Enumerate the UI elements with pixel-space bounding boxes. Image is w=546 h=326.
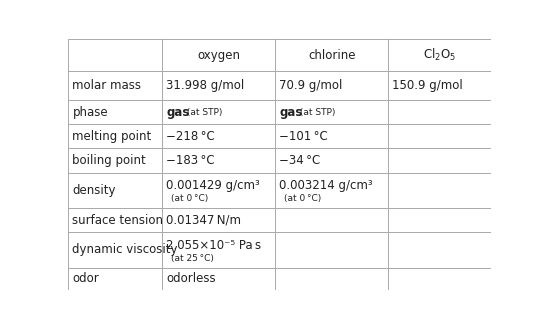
Bar [388, 232, 491, 268]
Text: surface tension: surface tension [73, 214, 163, 227]
Bar [388, 124, 491, 148]
Bar [275, 100, 388, 124]
Bar [68, 148, 162, 172]
Bar [68, 232, 162, 268]
Bar [388, 208, 491, 232]
Bar [388, 268, 491, 290]
Bar [275, 232, 388, 268]
Text: boiling point: boiling point [73, 154, 146, 167]
Bar [275, 208, 388, 232]
Text: 0.001429 g/cm³: 0.001429 g/cm³ [167, 179, 260, 192]
Text: (at 25 °C): (at 25 °C) [171, 254, 213, 263]
Bar [275, 71, 388, 100]
Text: density: density [73, 184, 116, 197]
Text: 2.055×10⁻⁵ Pa s: 2.055×10⁻⁵ Pa s [167, 239, 262, 252]
Bar [162, 124, 275, 148]
Text: molar mass: molar mass [73, 79, 141, 92]
Bar [388, 172, 491, 208]
Text: gas: gas [280, 106, 303, 119]
Bar [68, 71, 162, 100]
Bar [162, 100, 275, 124]
Bar [162, 232, 275, 268]
Bar [162, 148, 275, 172]
Text: −218 °C: −218 °C [167, 130, 215, 143]
Bar [68, 268, 162, 290]
Text: (at 0 °C): (at 0 °C) [283, 194, 321, 203]
Text: melting point: melting point [73, 130, 152, 143]
Bar [275, 268, 388, 290]
Bar [275, 39, 388, 71]
Text: 0.01347 N/m: 0.01347 N/m [167, 214, 241, 227]
Bar [68, 100, 162, 124]
Bar [68, 208, 162, 232]
Bar [68, 39, 162, 71]
Bar [388, 39, 491, 71]
Text: oxygen: oxygen [197, 49, 240, 62]
Bar [388, 71, 491, 100]
Bar [162, 39, 275, 71]
Text: gas: gas [167, 106, 190, 119]
Bar [275, 124, 388, 148]
Text: Cl$_2$O$_5$: Cl$_2$O$_5$ [423, 47, 456, 63]
Bar [162, 208, 275, 232]
Text: (at 0 °C): (at 0 °C) [171, 194, 208, 203]
Bar [162, 268, 275, 290]
Bar [162, 71, 275, 100]
Bar [388, 100, 491, 124]
Bar [68, 124, 162, 148]
Bar [68, 172, 162, 208]
Bar [388, 148, 491, 172]
Text: odorless: odorless [167, 273, 216, 286]
Text: −34 °C: −34 °C [280, 154, 321, 167]
Text: phase: phase [73, 106, 108, 119]
Text: −183 °C: −183 °C [167, 154, 215, 167]
Text: (at STP): (at STP) [297, 108, 336, 117]
Bar [162, 172, 275, 208]
Text: −101 °C: −101 °C [280, 130, 328, 143]
Text: 150.9 g/mol: 150.9 g/mol [393, 79, 463, 92]
Text: chlorine: chlorine [308, 49, 355, 62]
Text: (at STP): (at STP) [184, 108, 223, 117]
Bar [275, 172, 388, 208]
Text: 31.998 g/mol: 31.998 g/mol [167, 79, 245, 92]
Text: 0.003214 g/cm³: 0.003214 g/cm³ [280, 179, 373, 192]
Text: 70.9 g/mol: 70.9 g/mol [280, 79, 343, 92]
Bar [275, 148, 388, 172]
Text: dynamic viscosity: dynamic viscosity [73, 244, 178, 257]
Text: odor: odor [73, 273, 99, 286]
